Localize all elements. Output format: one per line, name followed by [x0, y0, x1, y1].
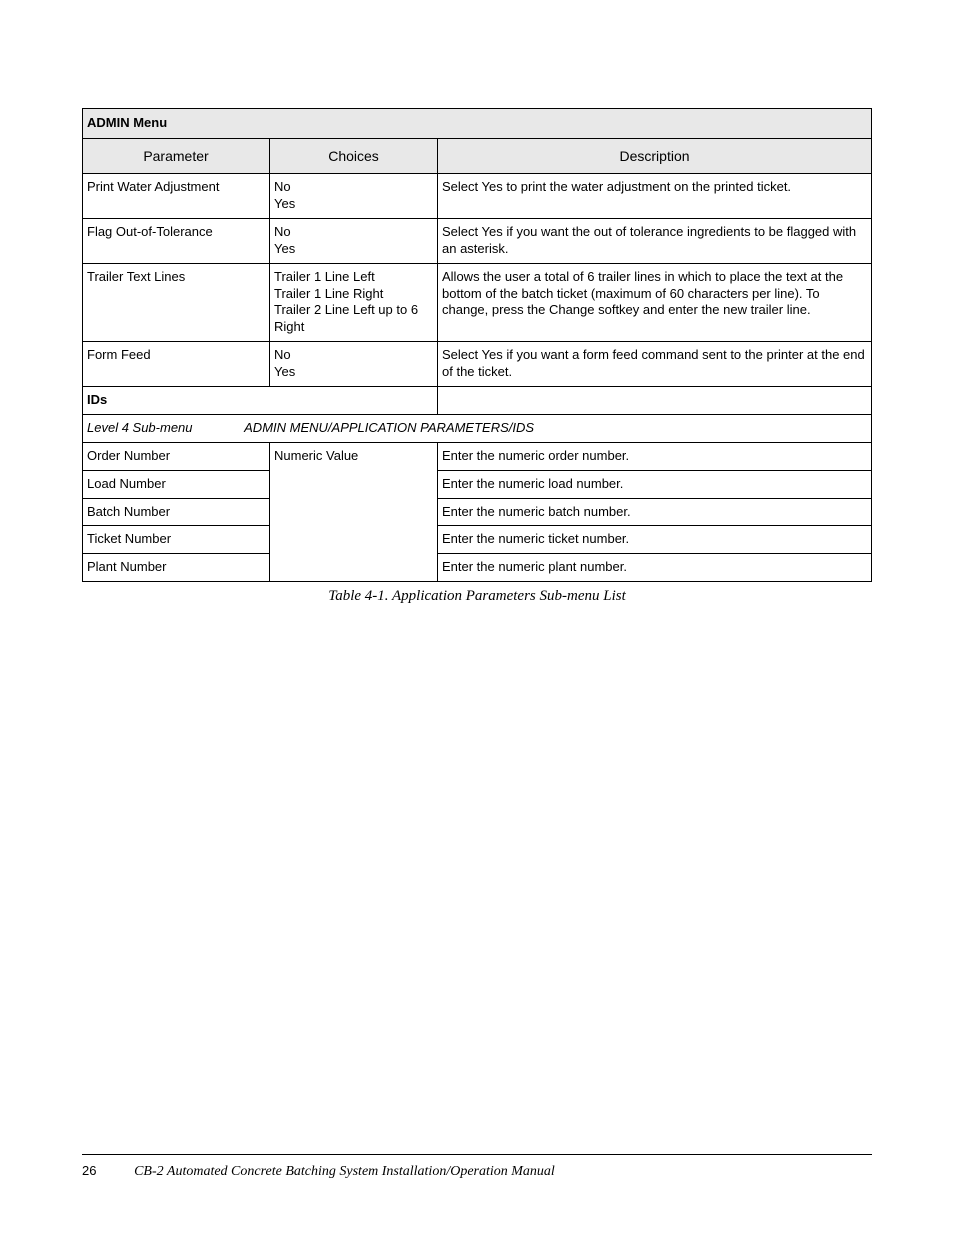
cell-parameter: Print Water Adjustment	[83, 174, 270, 219]
table-header-row: Parameter Choices Description	[83, 138, 872, 173]
cell-choices: Trailer 1 Line Left Trailer 1 Line Right…	[270, 263, 438, 342]
cell-parameter: Load Number	[83, 470, 270, 498]
col-header-parameter: Parameter	[83, 138, 270, 173]
page-number: 26	[82, 1163, 96, 1178]
cell-parameter: Form Feed	[83, 342, 270, 387]
col-header-description: Description	[438, 138, 872, 173]
table-row: Plant Number Enter the numeric plant num…	[83, 554, 872, 582]
col-header-choices: Choices	[270, 138, 438, 173]
table-row: Batch Number Enter the numeric batch num…	[83, 498, 872, 526]
cell-parameter: Plant Number	[83, 554, 270, 582]
table-title-row: ADMIN Menu	[83, 109, 872, 139]
section-label: IDs	[83, 386, 438, 414]
section-row-ids: IDs	[83, 386, 872, 414]
table-row: Trailer Text Lines Trailer 1 Line Left T…	[83, 263, 872, 342]
cell-description: Enter the numeric batch number.	[438, 498, 872, 526]
cell-description: Allows the user a total of 6 trailer lin…	[438, 263, 872, 342]
cell-choices: Numeric Value	[270, 442, 438, 581]
submenu-path: ADMIN MENU/APPLICATION PARAMETERS/IDS	[244, 420, 534, 435]
cell-description: Select Yes if you want a form feed comma…	[438, 342, 872, 387]
table-caption: Table 4-1. Application Parameters Sub-me…	[82, 588, 872, 605]
table-row: Form Feed No Yes Select Yes if you want …	[83, 342, 872, 387]
submenu-row: Level 4 Sub-menu ADMIN MENU/APPLICATION …	[83, 414, 872, 442]
cell-choices: No Yes	[270, 342, 438, 387]
cell-description: Select Yes to print the water adjustment…	[438, 174, 872, 219]
cell-description: Enter the numeric ticket number.	[438, 526, 872, 554]
cell-parameter: Ticket Number	[83, 526, 270, 554]
section-empty	[438, 386, 872, 414]
doc-title: CB-2 Automated Concrete Batching System …	[134, 1164, 555, 1179]
admin-menu-table: ADMIN Menu Parameter Choices Description…	[82, 108, 872, 582]
cell-parameter: Flag Out-of-Tolerance	[83, 218, 270, 263]
cell-parameter: Batch Number	[83, 498, 270, 526]
table-row: Print Water Adjustment No Yes Select Yes…	[83, 174, 872, 219]
cell-description: Enter the numeric order number.	[438, 442, 872, 470]
cell-choices: No Yes	[270, 218, 438, 263]
cell-choices: No Yes	[270, 174, 438, 219]
cell-description: Enter the numeric load number.	[438, 470, 872, 498]
submenu-label: Level 4 Sub-menu	[87, 420, 193, 435]
cell-parameter: Trailer Text Lines	[83, 263, 270, 342]
table-row: Load Number Enter the numeric load numbe…	[83, 470, 872, 498]
table-row: Ticket Number Enter the numeric ticket n…	[83, 526, 872, 554]
table-title: ADMIN Menu	[83, 109, 872, 139]
table-row: Flag Out-of-Tolerance No Yes Select Yes …	[83, 218, 872, 263]
page-footer: 26 CB-2 Automated Concrete Batching Syst…	[82, 1154, 872, 1180]
table-row: Order Number Numeric Value Enter the num…	[83, 442, 872, 470]
cell-description: Enter the numeric plant number.	[438, 554, 872, 582]
submenu-cell: Level 4 Sub-menu ADMIN MENU/APPLICATION …	[83, 414, 872, 442]
cell-parameter: Order Number	[83, 442, 270, 470]
cell-description: Select Yes if you want the out of tolera…	[438, 218, 872, 263]
